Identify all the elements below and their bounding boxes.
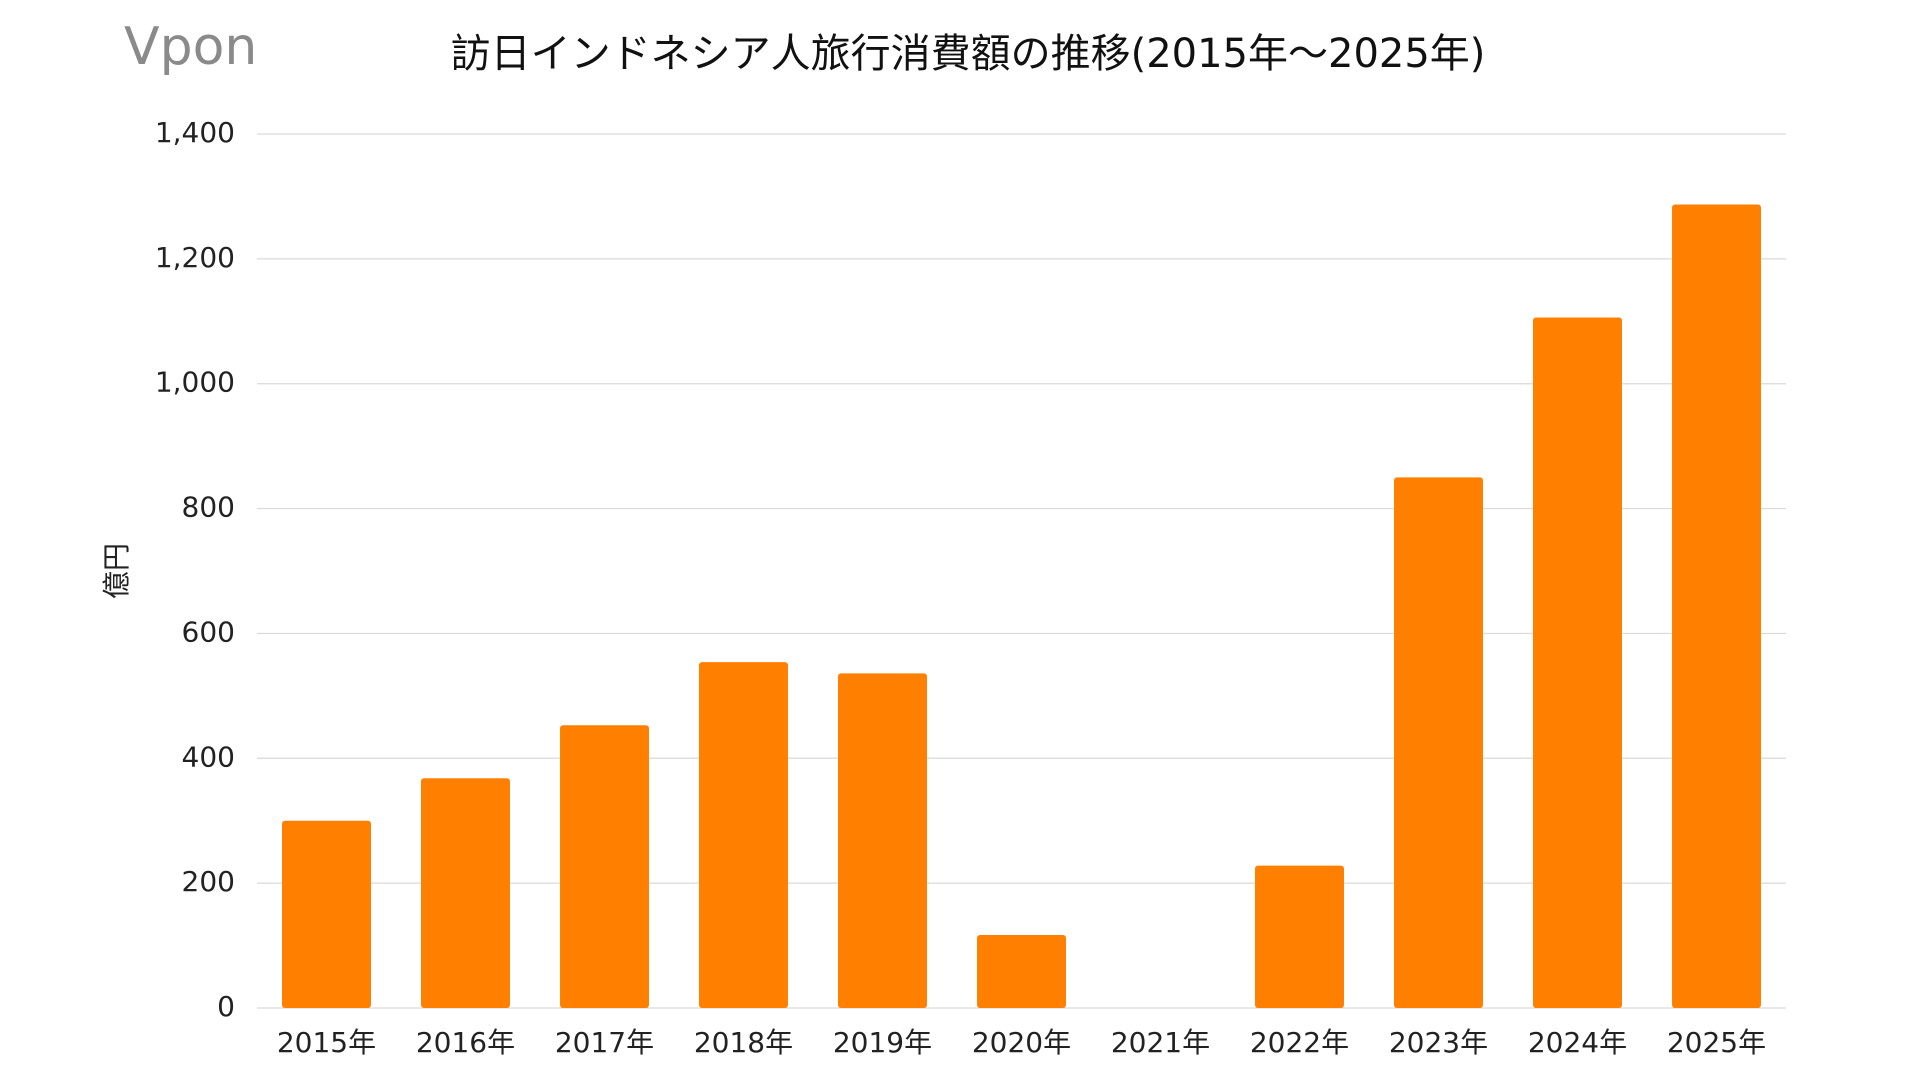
x-tick-label: 2017年 <box>555 1026 654 1059</box>
y-tick-label: 400 <box>182 740 235 773</box>
x-tick-label: 2024年 <box>1528 1026 1627 1059</box>
x-tick-label: 2016年 <box>416 1026 515 1059</box>
y-tick-label: 600 <box>182 615 235 648</box>
logo: Vpon <box>124 17 257 77</box>
bar <box>1533 317 1622 1008</box>
bar <box>1255 865 1344 1008</box>
x-tick-label: 2019年 <box>833 1026 932 1059</box>
x-tick-label: 2020年 <box>972 1026 1071 1059</box>
bar <box>1672 204 1761 1008</box>
x-tick-label: 2025年 <box>1667 1026 1766 1059</box>
x-tick-label: 2015年 <box>277 1026 376 1059</box>
bar <box>838 673 927 1008</box>
y-tick-label: 1,400 <box>155 116 235 149</box>
y-tick-label: 800 <box>182 491 235 524</box>
bar <box>421 778 510 1008</box>
y-tick-label: 1,200 <box>155 241 235 274</box>
y-tick-label: 1,000 <box>155 366 235 399</box>
y-axis-label: 億円 <box>100 543 133 599</box>
y-tick-label: 0 <box>217 990 235 1023</box>
chart-title: 訪日インドネシア人旅行消費額の推移(2015年～2025年) <box>451 31 1486 77</box>
bar <box>282 820 371 1008</box>
bar <box>560 725 649 1008</box>
x-tick-label: 2022年 <box>1250 1026 1349 1059</box>
x-tick-label: 2021年 <box>1111 1026 1210 1059</box>
y-tick-label: 200 <box>182 865 235 898</box>
bar <box>1394 477 1483 1008</box>
bar <box>699 662 788 1008</box>
x-tick-label: 2018年 <box>694 1026 793 1059</box>
x-tick-label: 2023年 <box>1389 1026 1488 1059</box>
bar <box>977 934 1066 1008</box>
